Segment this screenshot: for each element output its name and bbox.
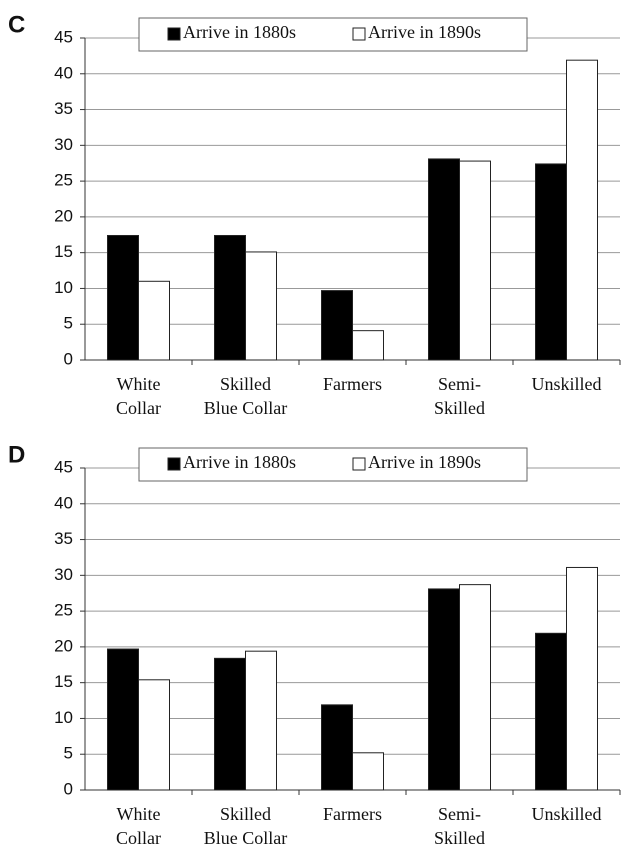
x-tick-label: Semi- [438, 374, 481, 394]
x-tick-label: Semi- [438, 804, 481, 824]
x-tick-label: Farmers [323, 804, 382, 824]
y-tick-label: 10 [54, 708, 73, 727]
y-tick-label: 20 [54, 206, 73, 225]
legend-swatch [167, 27, 181, 41]
x-tick-label: White [117, 374, 161, 394]
bar [566, 566, 598, 791]
legend-label: Arrive in 1890s [368, 452, 481, 472]
panel-label: D [8, 441, 25, 468]
y-tick-label: 40 [54, 63, 73, 82]
y-tick-label: 30 [54, 565, 73, 584]
x-tick-label: Unskilled [532, 804, 602, 824]
y-tick-label: 15 [54, 242, 73, 261]
bar [459, 584, 491, 791]
x-tick-label: Blue Collar [204, 828, 288, 848]
bar [428, 158, 460, 361]
bar [138, 679, 170, 791]
y-tick-label: 45 [54, 27, 73, 46]
legend-box [138, 447, 528, 482]
x-tick-label: Blue Collar [204, 398, 288, 418]
legend-label: Arrive in 1890s [368, 22, 481, 42]
y-tick-label: 0 [64, 349, 73, 368]
legend-swatch [352, 457, 366, 471]
y-tick-label: 45 [54, 457, 73, 476]
x-tick-label: Collar [116, 398, 161, 418]
bar [245, 251, 277, 361]
bar [352, 330, 384, 361]
bar [352, 752, 384, 791]
bar [245, 650, 277, 791]
bar [566, 59, 598, 361]
x-tick-label: Skilled [434, 828, 485, 848]
y-tick-label: 35 [54, 99, 73, 118]
x-tick-label: White [117, 804, 161, 824]
y-tick-label: 0 [64, 779, 73, 798]
legend-swatch [167, 457, 181, 471]
y-tick-label: 40 [54, 493, 73, 512]
legend-label: Arrive in 1880s [183, 452, 296, 472]
panel-label: C [8, 11, 25, 38]
bar [107, 648, 139, 791]
bar [214, 657, 246, 791]
bar [138, 280, 170, 361]
y-tick-label: 30 [54, 135, 73, 154]
bar [107, 234, 139, 361]
x-tick-label: Collar [116, 828, 161, 848]
y-tick-label: 25 [54, 601, 73, 620]
y-tick-label: 15 [54, 672, 73, 691]
legend-box [138, 17, 528, 52]
bar [321, 290, 353, 361]
bar [459, 160, 491, 361]
bar [428, 588, 460, 791]
x-tick-label: Skilled [434, 398, 485, 418]
legend-label: Arrive in 1880s [183, 22, 296, 42]
y-tick-label: 5 [64, 744, 73, 763]
y-tick-label: 20 [54, 636, 73, 655]
legend-swatch [352, 27, 366, 41]
bar [321, 704, 353, 791]
y-tick-label: 5 [64, 314, 73, 333]
bar [535, 632, 567, 791]
x-tick-label: Farmers [323, 374, 382, 394]
x-tick-label: Unskilled [532, 374, 602, 394]
bar [535, 163, 567, 361]
y-tick-label: 35 [54, 529, 73, 548]
x-tick-label: Skilled [220, 804, 271, 824]
bar [214, 234, 246, 361]
y-tick-label: 10 [54, 278, 73, 297]
y-tick-label: 25 [54, 171, 73, 190]
x-tick-label: Skilled [220, 374, 271, 394]
